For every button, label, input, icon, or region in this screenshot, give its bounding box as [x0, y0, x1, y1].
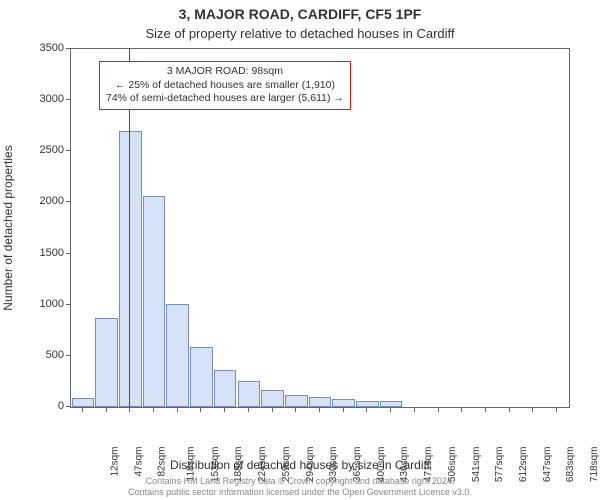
y-tick-label: 3000	[4, 93, 64, 105]
x-tick-mark	[532, 408, 533, 412]
histogram-bar	[285, 395, 308, 407]
histogram-bar	[143, 196, 166, 407]
x-tick-mark	[272, 408, 273, 412]
x-tick-mark	[461, 408, 462, 412]
histogram-bar	[238, 381, 261, 407]
histogram-bar	[214, 370, 237, 407]
x-tick-mark	[509, 408, 510, 412]
x-tick-mark	[129, 408, 130, 412]
y-tick-label: 2000	[4, 195, 64, 207]
y-tick-label: 0	[4, 400, 64, 412]
x-tick-mark	[200, 408, 201, 412]
y-tick-mark	[66, 304, 70, 305]
x-tick-area: 12sqm47sqm82sqm118sqm153sqm188sqm224sqm2…	[70, 408, 570, 458]
y-tick-label: 1500	[4, 247, 64, 259]
page-subtitle: Size of property relative to detached ho…	[0, 26, 600, 41]
x-tick-mark	[248, 408, 249, 412]
y-axis-label: Number of detached properties	[1, 145, 15, 310]
histogram-bar	[261, 390, 284, 407]
y-tick-mark	[66, 201, 70, 202]
histogram-bar	[332, 399, 355, 407]
annotation-box: 3 MAJOR ROAD: 98sqm← 25% of detached hou…	[99, 61, 351, 110]
footer-line-1: Contains HM Land Registry data © Crown c…	[0, 476, 600, 487]
annotation-line: 74% of semi-detached houses are larger (…	[106, 92, 344, 106]
x-axis-label: Distribution of detached houses by size …	[0, 458, 600, 472]
histogram-bar	[166, 304, 189, 407]
x-tick-mark	[153, 408, 154, 412]
x-tick-mark	[343, 408, 344, 412]
x-tick-mark	[295, 408, 296, 412]
page-title: 3, MAJOR ROAD, CARDIFF, CF5 1PF	[0, 6, 600, 22]
x-tick-mark	[438, 408, 439, 412]
histogram-bar	[95, 318, 118, 407]
annotation-line: 3 MAJOR ROAD: 98sqm	[106, 65, 344, 79]
histogram-bar	[309, 397, 332, 407]
y-tick-label: 2500	[4, 144, 64, 156]
y-tick-mark	[66, 355, 70, 356]
histogram-bar	[119, 131, 142, 407]
y-tick-mark	[66, 253, 70, 254]
footer-line-2: Contains public sector information licen…	[0, 487, 600, 498]
histogram-bar	[356, 401, 379, 407]
y-tick-mark	[66, 48, 70, 49]
footer-attribution: Contains HM Land Registry data © Crown c…	[0, 476, 600, 498]
y-tick-label: 500	[4, 349, 64, 361]
x-tick-mark	[319, 408, 320, 412]
x-tick-mark	[82, 408, 83, 412]
x-tick-mark	[414, 408, 415, 412]
x-tick-mark	[390, 408, 391, 412]
x-tick-mark	[485, 408, 486, 412]
y-tick-label: 1000	[4, 298, 64, 310]
x-tick-mark	[366, 408, 367, 412]
plot-area: 3 MAJOR ROAD: 98sqm← 25% of detached hou…	[70, 48, 570, 408]
y-tick-label: 3500	[4, 42, 64, 54]
x-tick-mark	[177, 408, 178, 412]
chart-container: 3, MAJOR ROAD, CARDIFF, CF5 1PF Size of …	[0, 0, 600, 500]
histogram-bar	[190, 347, 213, 407]
histogram-bar	[380, 401, 403, 407]
x-tick-mark	[224, 408, 225, 412]
histogram-bar	[72, 398, 95, 407]
y-tick-mark	[66, 150, 70, 151]
x-tick-mark	[556, 408, 557, 412]
annotation-line: ← 25% of detached houses are smaller (1,…	[106, 79, 344, 93]
x-tick-mark	[106, 408, 107, 412]
y-tick-mark	[66, 406, 70, 407]
y-tick-mark	[66, 99, 70, 100]
